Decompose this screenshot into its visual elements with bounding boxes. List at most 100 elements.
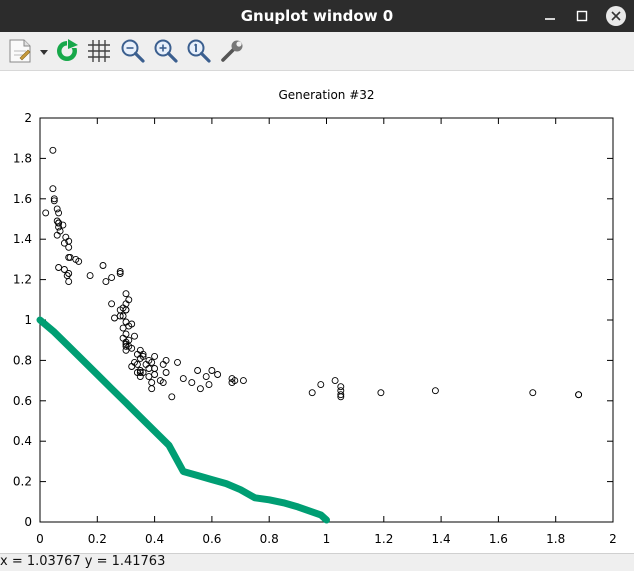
data-point <box>128 320 136 328</box>
data-point <box>108 274 116 282</box>
data-point <box>122 306 130 314</box>
data-point <box>55 209 63 217</box>
y-tick-label: 1 <box>24 313 32 327</box>
plot-frame <box>39 117 614 523</box>
data-point <box>55 264 63 271</box>
minimize-button[interactable] <box>540 6 560 26</box>
cursor-coordinates: x = 1.03767 y = 1.41763 <box>0 554 166 569</box>
data-point <box>102 278 110 286</box>
autoscale-button[interactable] <box>186 38 212 64</box>
data-point <box>337 387 345 395</box>
data-point <box>148 358 156 366</box>
y-tick-label: 1.4 <box>13 232 32 246</box>
data-point <box>136 369 144 376</box>
x-tick-label: 1.2 <box>374 532 393 546</box>
data-point <box>377 389 385 397</box>
y-tick-label: 0.2 <box>13 475 32 489</box>
data-point <box>55 223 63 231</box>
data-point <box>99 262 107 269</box>
data-point <box>131 332 138 340</box>
data-point <box>148 385 156 393</box>
zoom-reset-icon <box>187 39 211 63</box>
data-point <box>194 367 202 374</box>
data-point <box>148 379 156 387</box>
data-point <box>59 221 67 229</box>
data-point <box>116 268 124 275</box>
plot-area[interactable]: 0 0.2 0.4 0.6 0.8 1 1.2 1.4 1.6 1.8 2 0 0.2 0.4 0.6 0.8… <box>0 71 634 553</box>
data-point <box>179 375 187 383</box>
data-point <box>56 227 64 235</box>
replot-button[interactable] <box>54 38 80 64</box>
data-point <box>139 352 147 360</box>
data-point <box>53 217 61 225</box>
x-tick-label: 0.6 <box>202 532 221 546</box>
data-point <box>62 233 70 241</box>
data-point <box>122 330 130 338</box>
status-bar: x = 1.03767 y = 1.41763 <box>0 553 634 571</box>
data-point <box>49 146 57 154</box>
data-point <box>337 383 345 391</box>
data-point <box>119 312 127 320</box>
data-point <box>308 389 316 397</box>
data-point <box>202 373 210 381</box>
data-point <box>239 377 247 385</box>
data-point <box>65 253 73 261</box>
data-point <box>174 358 181 366</box>
grid-button[interactable] <box>86 38 112 64</box>
window-title: Gnuplot window 0 <box>240 7 394 25</box>
data-point <box>151 371 159 378</box>
toolbar <box>0 32 634 71</box>
maximize-button[interactable] <box>572 6 592 26</box>
data-point <box>49 185 57 193</box>
data-point <box>86 272 94 280</box>
data-point <box>111 314 118 322</box>
data-point <box>151 365 159 372</box>
pareto-front-line <box>36 316 330 524</box>
data-point <box>162 369 170 376</box>
data-point <box>65 243 73 251</box>
zoom-in-icon <box>154 39 178 63</box>
data-point <box>50 195 58 203</box>
window-titlebar[interactable]: Gnuplot window 0 <box>0 0 634 32</box>
data-point <box>50 197 58 205</box>
chart-svg[interactable]: 0 0.2 0.4 0.6 0.8 1 1.2 1.4 1.6 1.8 2 0 0.2 0.4 0.6 0.8… <box>0 71 634 553</box>
data-point <box>214 371 222 378</box>
x-tick-label: 1.4 <box>432 532 451 546</box>
data-point <box>133 360 141 368</box>
x-tick-label: 0.2 <box>88 532 107 546</box>
data-point <box>231 377 239 385</box>
data-point <box>53 205 61 213</box>
data-point <box>65 278 73 286</box>
data-point <box>139 350 147 358</box>
export-menu-button[interactable] <box>6 38 50 64</box>
settings-button[interactable] <box>219 38 245 64</box>
zoom-forward-button[interactable] <box>153 38 179 64</box>
zoom-out-icon <box>121 39 145 63</box>
zoom-back-button[interactable] <box>120 38 146 64</box>
data-point <box>331 377 339 385</box>
data-point <box>168 393 176 401</box>
data-point <box>159 379 167 387</box>
y-tick-label: 1.2 <box>13 273 32 287</box>
y-tick-label: 0 <box>24 515 32 529</box>
y-tick-label: 2 <box>24 111 32 125</box>
data-point <box>337 391 345 399</box>
data-point <box>205 381 213 389</box>
data-point <box>63 272 71 280</box>
data-point <box>529 389 537 397</box>
close-button[interactable] <box>606 6 626 26</box>
data-point <box>145 365 153 372</box>
data-point <box>119 334 127 342</box>
data-point <box>431 387 439 395</box>
maximize-icon <box>576 10 588 22</box>
close-icon <box>611 11 621 21</box>
refresh-icon <box>57 39 79 61</box>
x-tick-label: 0.4 <box>145 532 164 546</box>
data-point <box>162 356 170 364</box>
data-point <box>125 296 133 304</box>
data-point <box>108 300 116 308</box>
document-export-icon <box>9 39 48 63</box>
data-point <box>66 253 74 261</box>
data-point <box>119 324 127 332</box>
x-tick-label: 0.8 <box>260 532 279 546</box>
